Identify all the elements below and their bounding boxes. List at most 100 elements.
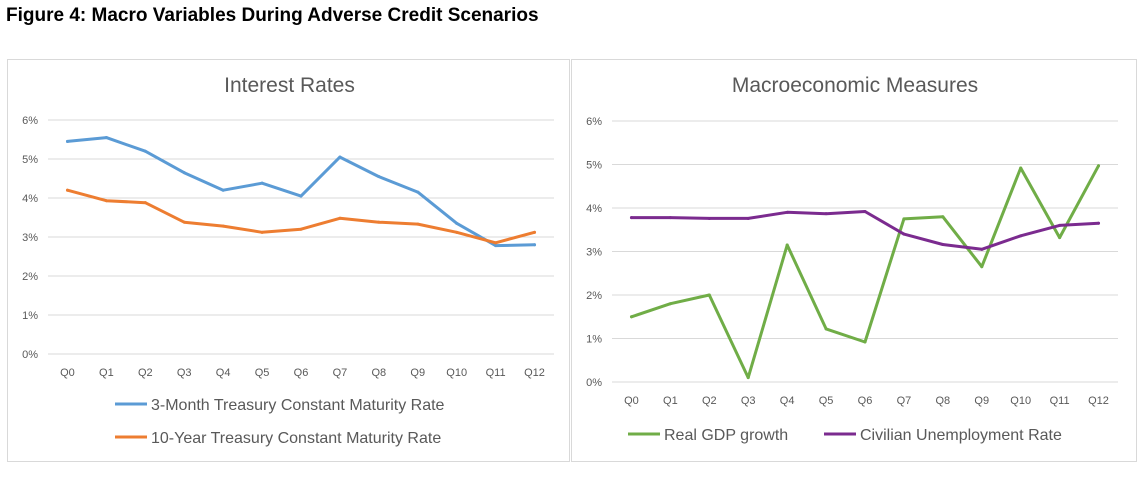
data-point — [824, 327, 828, 331]
data-point — [260, 230, 264, 234]
y-tick-label: 1% — [22, 310, 38, 322]
x-tick-label: Q9 — [974, 395, 989, 407]
x-tick-label: Q1 — [663, 395, 678, 407]
data-point — [221, 188, 225, 192]
y-tick-label: 0% — [586, 377, 602, 389]
x-tick-label: Q6 — [858, 395, 873, 407]
data-point — [785, 210, 789, 214]
data-point — [455, 221, 459, 225]
chart-title: Macroeconomic Measures — [732, 74, 978, 97]
y-tick-label: 1% — [586, 334, 602, 346]
x-tick-label: Q7 — [897, 395, 912, 407]
x-tick-label: Q0 — [60, 367, 75, 379]
data-point — [1058, 236, 1062, 240]
x-tick-label: Q9 — [410, 367, 425, 379]
data-point — [143, 201, 147, 205]
x-tick-label: Q5 — [255, 367, 270, 379]
data-point — [260, 181, 264, 185]
y-tick-label: 0% — [22, 349, 38, 361]
x-tick-label: Q10 — [446, 367, 467, 379]
data-point — [182, 171, 186, 175]
data-point — [668, 302, 672, 306]
data-point — [980, 265, 984, 269]
data-point — [941, 243, 945, 247]
data-point — [1019, 166, 1023, 170]
x-tick-label: Q7 — [333, 367, 348, 379]
data-point — [980, 247, 984, 251]
y-tick-label: 4% — [586, 203, 602, 215]
interest-rates-panel: Interest Rates 0% 1% 2% 3% 4% 5% 6% Q0 Q1 Q2 Q3 Q4 Q5… — [7, 59, 570, 462]
data-point — [65, 139, 69, 143]
data-point — [668, 216, 672, 220]
interest-rates-chart: Interest Rates 0% 1% 2% 3% 4% 5% 6% Q0 Q1 Q2 Q3 Q4 Q5… — [22, 74, 554, 447]
data-point — [1097, 221, 1101, 225]
data-point — [629, 315, 633, 319]
data-point — [941, 215, 945, 219]
data-point — [455, 230, 459, 234]
y-tick-label: 4% — [22, 193, 38, 205]
legend-label: 3-Month Treasury Constant Maturity Rate — [151, 397, 445, 414]
x-tick-label: Q5 — [819, 395, 834, 407]
y-tick-label: 5% — [22, 154, 38, 166]
x-tick-label: Q11 — [486, 367, 506, 379]
data-point — [182, 220, 186, 224]
x-tick-label: Q4 — [216, 367, 231, 379]
data-point — [1097, 164, 1101, 168]
x-tick-label: Q12 — [524, 367, 545, 379]
data-point — [416, 190, 420, 194]
data-point — [824, 212, 828, 216]
x-tick-label: Q10 — [1010, 395, 1031, 407]
legend-label: Real GDP growth — [664, 427, 788, 444]
data-point — [863, 340, 867, 344]
x-tick-label: Q8 — [372, 367, 387, 379]
data-point — [104, 199, 108, 203]
x-tick-label: Q3 — [741, 395, 756, 407]
macroeconomic-measures-panel: Macroeconomic Measures 0% 1% 2% 3% 4% 5% 6% Q0 Q1… — [571, 59, 1137, 462]
data-point — [299, 194, 303, 198]
data-point — [338, 216, 342, 220]
data-point — [494, 241, 498, 245]
y-tick-label: 2% — [586, 290, 602, 302]
data-point — [377, 175, 381, 179]
data-point — [104, 136, 108, 140]
data-point — [416, 222, 420, 226]
y-tick-label: 3% — [586, 247, 602, 259]
data-point — [221, 224, 225, 228]
data-point — [746, 376, 750, 380]
y-tick-label: 5% — [586, 160, 602, 172]
series-line-2 — [630, 210, 1100, 251]
data-point — [65, 188, 69, 192]
data-point — [299, 227, 303, 231]
y-tick-label: 6% — [586, 116, 602, 128]
chart-title: Interest Rates — [224, 74, 355, 97]
data-point — [746, 216, 750, 220]
macroeconomic-measures-chart: Macroeconomic Measures 0% 1% 2% 3% 4% 5% 6% Q0 Q1… — [586, 74, 1118, 444]
y-tick-label: 3% — [22, 232, 38, 244]
data-point — [902, 217, 906, 221]
x-tick-label: Q1 — [99, 367, 114, 379]
data-point — [143, 149, 147, 153]
data-point — [785, 243, 789, 247]
x-tick-label: Q8 — [936, 395, 951, 407]
data-point — [629, 216, 633, 220]
x-tick-label: Q11 — [1050, 395, 1070, 407]
x-tick-label: Q0 — [624, 395, 639, 407]
y-tick-label: 6% — [22, 115, 38, 127]
data-point — [533, 230, 537, 234]
data-point — [377, 220, 381, 224]
x-tick-label: Q6 — [294, 367, 309, 379]
x-tick-label: Q3 — [177, 367, 192, 379]
y-tick-label: 2% — [22, 271, 38, 283]
data-point — [863, 209, 867, 213]
data-point — [533, 243, 537, 247]
legend-label: Civilian Unemployment Rate — [860, 427, 1062, 444]
series-line-1 — [630, 164, 1100, 380]
data-point — [1019, 234, 1023, 238]
figure-title: Figure 4: Macro Variables During Adverse… — [6, 5, 539, 26]
x-tick-label: Q12 — [1088, 395, 1109, 407]
legend-label: 10-Year Treasury Constant Maturity Rate — [151, 430, 441, 447]
data-point — [338, 155, 342, 159]
data-point — [707, 293, 711, 297]
x-tick-label: Q4 — [780, 395, 795, 407]
x-tick-label: Q2 — [138, 367, 153, 379]
